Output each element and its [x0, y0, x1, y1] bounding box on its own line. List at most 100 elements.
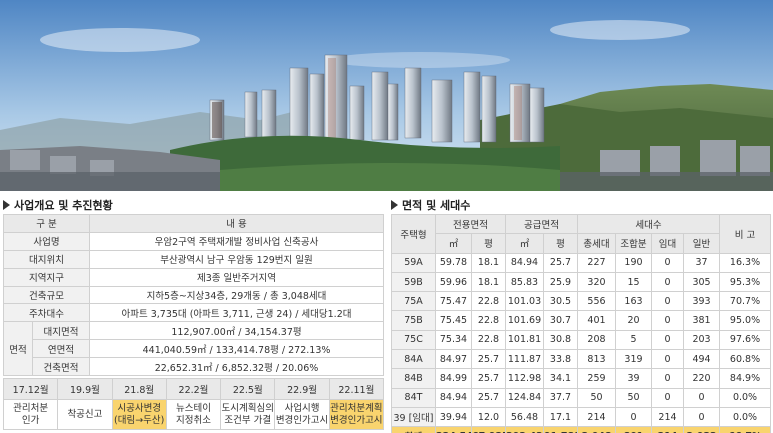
col-type: 주택형	[391, 214, 436, 254]
cell: 190	[615, 252, 652, 273]
col-content: 내 용	[89, 214, 384, 233]
cell: 0.0%	[719, 406, 771, 428]
row-value: 22,652.31㎡ / 6,852.32평 / 20.06%	[89, 357, 384, 377]
row-value: 우암2구역 주택재개발 정비사업 신축공사	[89, 231, 384, 251]
total-cell: 2,033	[682, 426, 721, 433]
overview-title-text: 사업개요 및 추진현황	[14, 199, 113, 212]
apartment-rendering-image	[0, 0, 773, 191]
timeline-event-highlight: 관리처분계획 변경인가고시	[328, 399, 385, 430]
event-line: 시공사변경	[117, 402, 162, 414]
cell: 22.8	[471, 329, 506, 351]
cell: 101.03	[505, 291, 544, 312]
unit-type: 59A	[391, 252, 436, 273]
unit-type: 39 [임대]	[391, 406, 436, 428]
timeline-date: 22.2월	[165, 378, 222, 400]
event-line: 변경인가고시	[330, 414, 383, 426]
timeline-date: 22.5월	[220, 378, 276, 400]
table-row: 84A 84.97 25.7 111.87 33.8 813 319 0 494 60.8%	[391, 349, 771, 370]
timeline-table: 17.12월 19.9월 21.8월 22.2월 22.5월 22.9월 22.…	[2, 378, 385, 430]
cell: 5	[615, 329, 652, 351]
units-table: 주택형 전용면적 공급면적 세대수 비 고 ㎡ 평 ㎡ 평 총세대 조합분 임대…	[391, 213, 771, 433]
timeline-event: 착공신고	[57, 399, 113, 430]
row-label: 대지면적	[32, 321, 90, 341]
timeline-date: 19.9월	[57, 378, 113, 400]
total-cell: 67,925	[471, 426, 506, 433]
cell: 813	[577, 349, 616, 370]
cell: 0	[651, 329, 684, 351]
total-row: 합계224,54867,925303,43191,7883,0488012142…	[391, 426, 771, 433]
cell: 214	[577, 406, 616, 428]
event-line: 관리처분계획	[330, 402, 383, 414]
table-row: 75A 75.47 22.8 101.03 30.5 556 163 0 393 70.7%	[391, 291, 771, 312]
timeline-event: 관리처분 인가	[2, 399, 59, 430]
hero-rendering	[0, 0, 773, 191]
cell: 203	[682, 329, 721, 351]
row-value: 441,040.59㎡ / 133,414.78평 / 272.13%	[89, 339, 384, 359]
cell: 95.3%	[719, 271, 771, 293]
cell: 0	[651, 271, 684, 293]
table-row: 59A 59.78 18.1 84.94 25.7 227 190 0 37 16.3%	[391, 252, 771, 273]
table-row: 지역지구 제3종 일반주거지역	[3, 267, 384, 287]
unit-type: 75A	[391, 291, 436, 312]
cell: 0	[651, 252, 684, 273]
cell: 214	[651, 406, 684, 428]
overview-section-title: 사업개요 및 추진현황	[3, 197, 113, 213]
row-label: 대지위치	[3, 249, 90, 269]
sub-header: 조합분	[615, 233, 652, 254]
row-label: 사업명	[3, 231, 90, 251]
cell: 84.9%	[719, 368, 771, 389]
cell: 16.3%	[719, 252, 771, 273]
cell: 163	[615, 291, 652, 312]
cell: 59.96	[435, 271, 472, 293]
table-header-row: 구 분 내 용	[3, 214, 384, 233]
table-row: 59B 59.96 18.1 85.83 25.9 320 15 0 305 95.3%	[391, 271, 771, 293]
timeline-dates-row: 17.12월 19.9월 21.8월 22.2월 22.5월 22.9월 22.…	[2, 378, 385, 400]
col-supply: 공급면적	[505, 213, 578, 235]
cell: 0	[682, 406, 721, 428]
cell: 0	[651, 310, 684, 331]
cell: 0	[651, 291, 684, 312]
event-line: 지정취소	[176, 414, 211, 426]
cell: 84.94	[505, 252, 544, 273]
cell: 50	[577, 387, 616, 408]
cell: 124.84	[505, 387, 544, 408]
cell: 30.8	[543, 329, 578, 351]
cell: 70.7%	[719, 291, 771, 312]
timeline-event: 도시계획심의 조건부 가결	[220, 399, 276, 430]
cell: 15	[615, 271, 652, 293]
table-row: 39 [임대] 39.94 12.0 56.48 17.1 214 0 214 0 0.0%	[391, 406, 771, 428]
cell: 305	[682, 271, 721, 293]
cell: 25.7	[471, 368, 506, 389]
row-value: 부산광역시 남구 우암동 129번지 일원	[89, 249, 384, 269]
row-label: 건축규모	[3, 285, 90, 305]
row-label: 지역지구	[3, 267, 90, 287]
cell: 0	[682, 387, 721, 408]
cell: 56.48	[505, 406, 544, 428]
cell: 34.1	[543, 368, 578, 389]
cell: 50	[615, 387, 652, 408]
cell: 75.45	[435, 310, 472, 331]
cell: 39.94	[435, 406, 472, 428]
table-header-row: 주택형 전용면적 공급면적 세대수 비 고	[391, 213, 771, 254]
timeline-date: 22.9월	[274, 378, 330, 400]
row-value: 제3종 일반주거지역	[89, 267, 384, 287]
event-line: 조건부 가결	[224, 414, 272, 426]
cell: 25.9	[543, 271, 578, 293]
cell: 220	[682, 368, 721, 389]
unit-type: 59B	[391, 271, 436, 293]
total-cell: 303,431	[505, 426, 544, 433]
col-households: 세대수	[576, 213, 721, 235]
sub-header: 평	[471, 233, 506, 254]
row-label: 주차대수	[3, 303, 90, 323]
unit-type: 84T	[391, 387, 436, 408]
timeline-date: 21.8월	[111, 378, 167, 400]
cell: 97.6%	[719, 329, 771, 351]
table-row: 주차대수 아파트 3,735대 (아파트 3,711, 근생 24) / 세대당…	[3, 303, 384, 323]
units-table-body: 59A 59.78 18.1 84.94 25.7 227 190 0 37 16.3% 59B 59…	[391, 252, 771, 433]
event-line: (대림→두산)	[114, 414, 165, 426]
cell: 30.7	[543, 310, 578, 331]
row-label: 건축면적	[32, 357, 90, 377]
row-label: 연면적	[32, 339, 90, 359]
table-row: 사업명 우암2구역 주택재개발 정비사업 신축공사	[3, 231, 384, 251]
cell: 320	[577, 271, 616, 293]
